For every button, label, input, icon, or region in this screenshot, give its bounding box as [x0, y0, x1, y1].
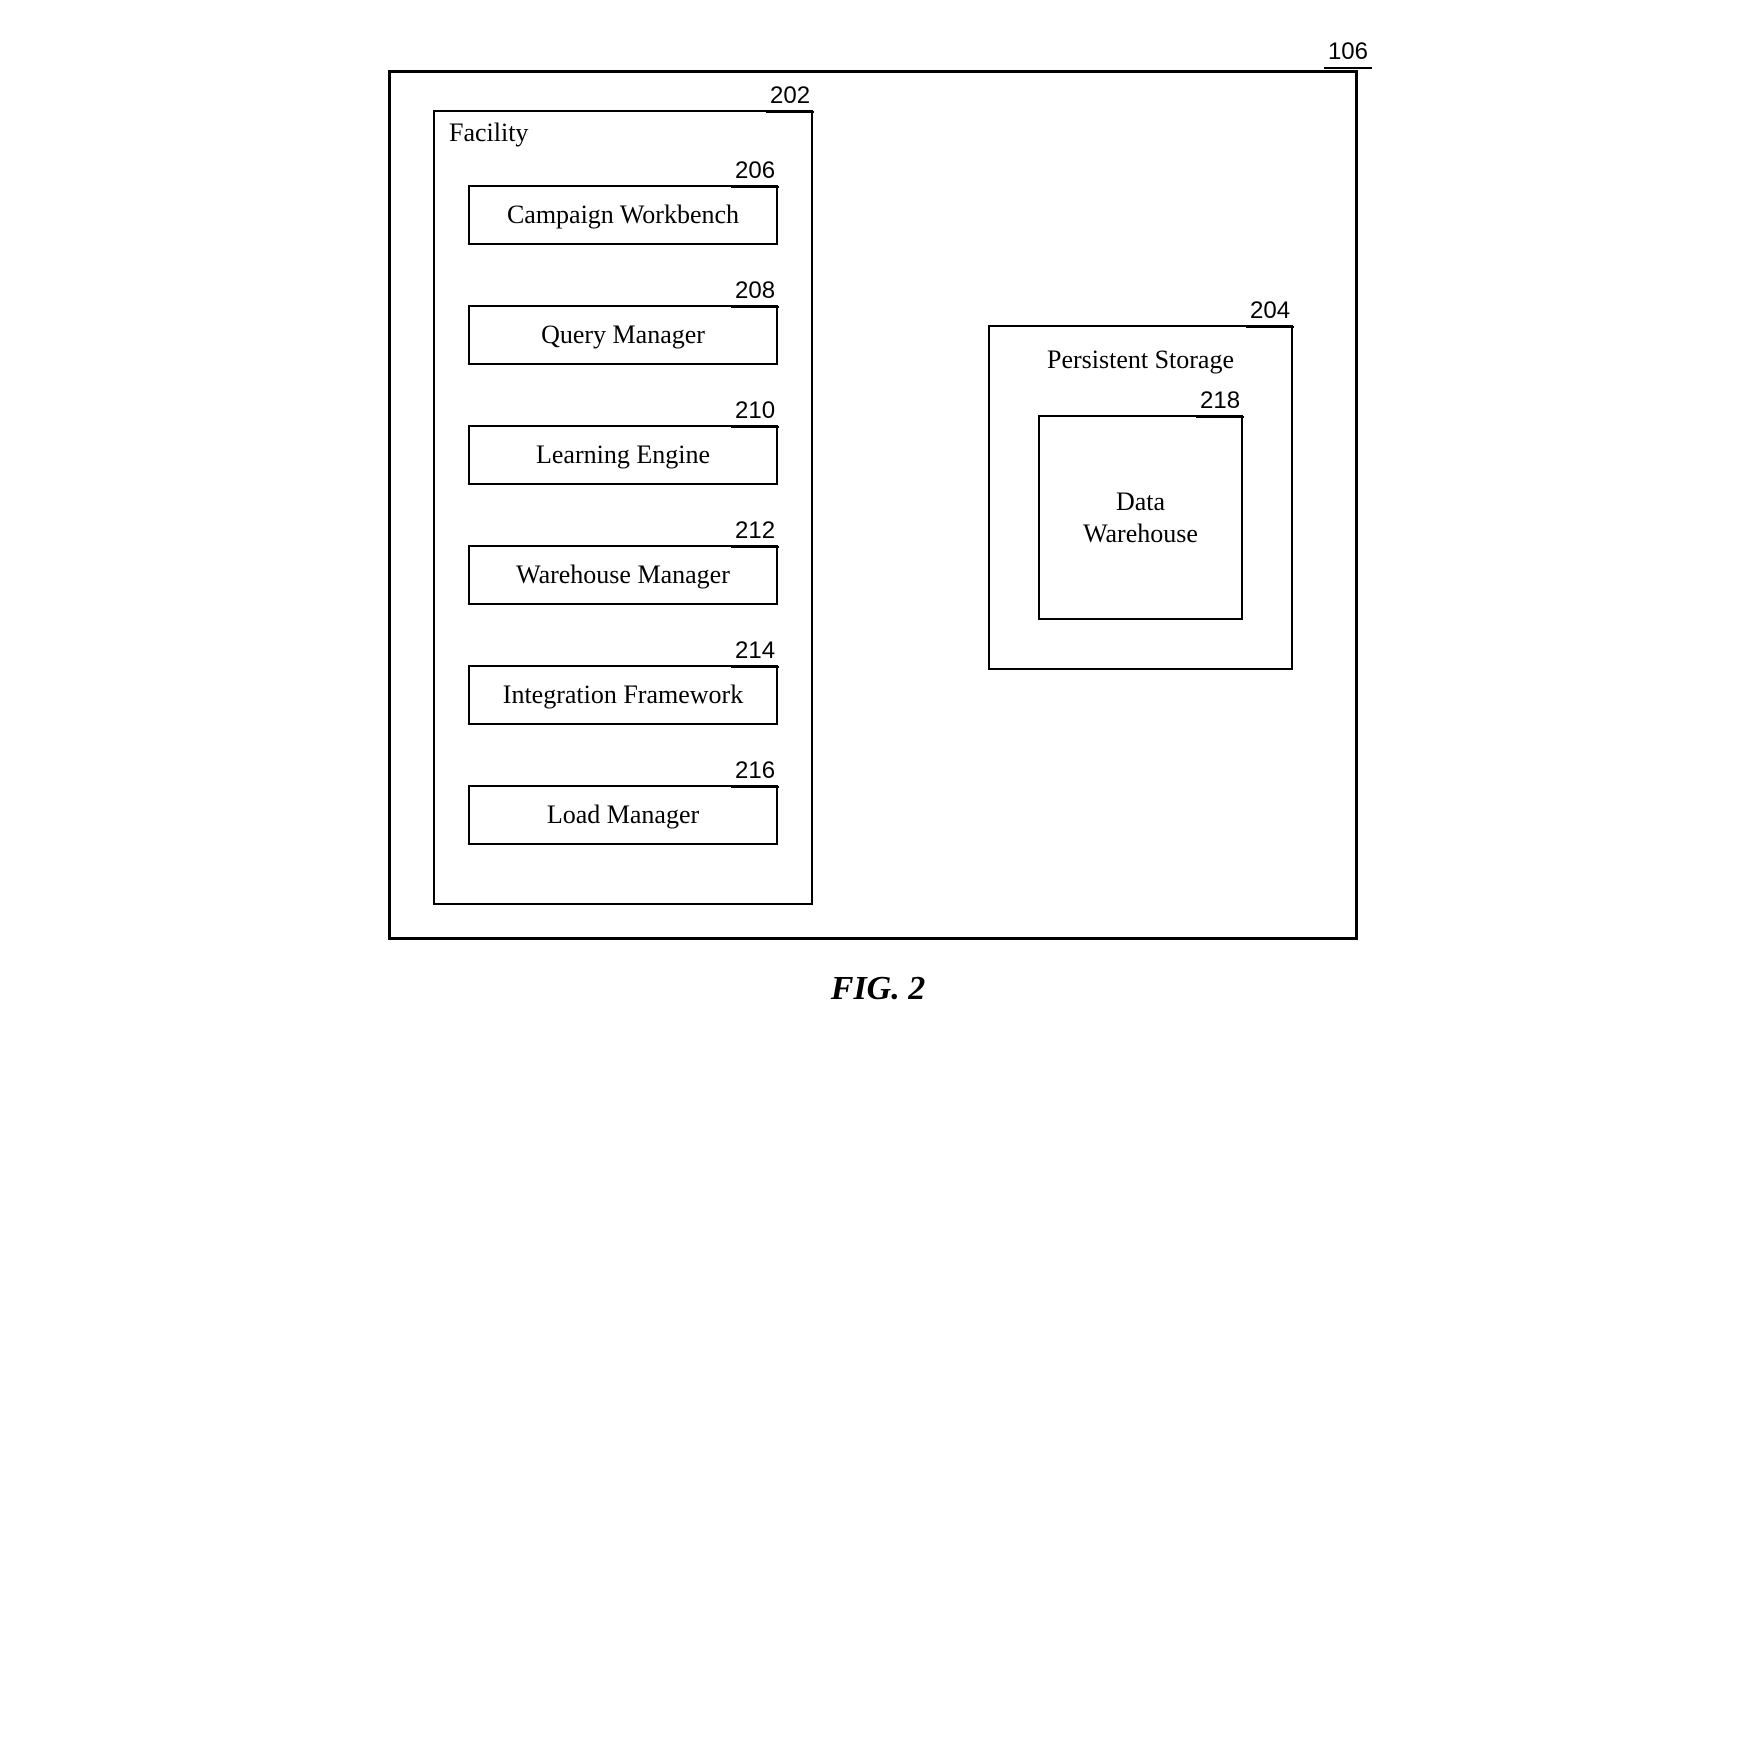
storage-title: Persistent Storage	[990, 345, 1291, 375]
data-warehouse: DataWarehouse	[1038, 415, 1243, 620]
module-label: Query Manager	[541, 320, 705, 350]
ref-label-module: 214	[731, 637, 779, 668]
ref-label-module: 208	[731, 277, 779, 308]
facility-title: Facility	[449, 118, 528, 148]
module-label: Load Manager	[547, 800, 699, 830]
ref-label-outer: 106	[1324, 38, 1372, 69]
module-label: Learning Engine	[536, 440, 710, 470]
figure-caption: FIG. 2	[378, 970, 1378, 1008]
ref-label-module: 216	[731, 757, 779, 788]
ref-label-storage: 204	[1246, 297, 1294, 328]
ref-label-warehouse: 218	[1196, 387, 1244, 418]
module-query-manager: Query Manager	[468, 305, 778, 365]
ref-label-module: 210	[731, 397, 779, 428]
module-integration-framework: Integration Framework	[468, 665, 778, 725]
ref-label-module: 206	[731, 157, 779, 188]
module-warehouse-manager: Warehouse Manager	[468, 545, 778, 605]
module-label: Integration Framework	[503, 680, 743, 710]
module-load-manager: Load Manager	[468, 785, 778, 845]
module-learning-engine: Learning Engine	[468, 425, 778, 485]
module-campaign-workbench: Campaign Workbench	[468, 185, 778, 245]
module-label: Warehouse Manager	[516, 560, 730, 590]
ref-label-facility: 202	[766, 82, 814, 113]
diagram-canvas: 106 202 Facility 206 Campaign Workbench …	[378, 20, 1378, 1010]
module-label: Campaign Workbench	[507, 200, 739, 230]
warehouse-label: DataWarehouse	[1083, 486, 1198, 548]
ref-label-module: 212	[731, 517, 779, 548]
